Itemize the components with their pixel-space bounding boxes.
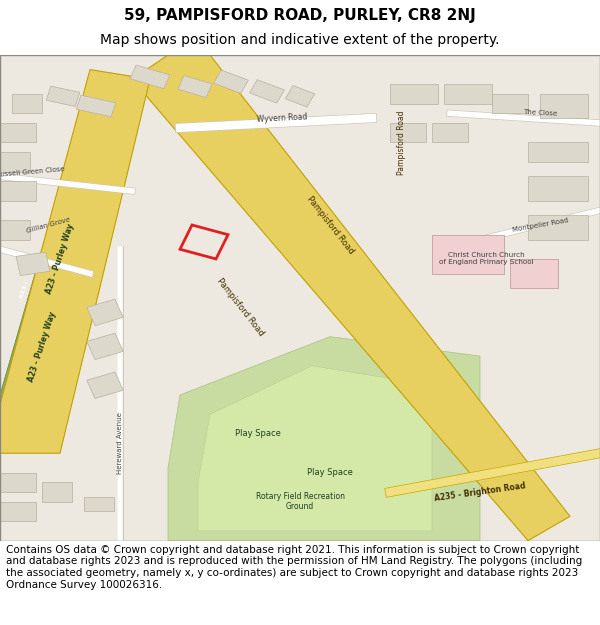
Polygon shape <box>168 337 480 541</box>
Bar <box>178 76 212 98</box>
Text: 59, PAMPISFORD ROAD, PURLEY, CR8 2NJ: 59, PAMPISFORD ROAD, PURLEY, CR8 2NJ <box>124 8 476 23</box>
Text: Montpelier Road: Montpelier Road <box>512 217 568 233</box>
Text: Contains OS data © Crown copyright and database right 2021. This information is : Contains OS data © Crown copyright and d… <box>6 545 582 589</box>
Bar <box>286 86 314 107</box>
Polygon shape <box>0 69 150 453</box>
Text: Russell Green Close: Russell Green Close <box>0 166 65 177</box>
Bar <box>0 472 36 492</box>
Bar <box>42 482 72 502</box>
Bar <box>432 234 504 274</box>
Bar <box>76 95 116 117</box>
Bar <box>130 65 170 89</box>
Text: The Close: The Close <box>523 109 557 117</box>
Bar <box>87 299 123 326</box>
Bar <box>432 123 468 142</box>
Bar <box>87 372 123 399</box>
Text: Rotary Field Recreation
Ground: Rotary Field Recreation Ground <box>256 492 344 511</box>
Polygon shape <box>0 94 132 444</box>
Text: Hereward Avenue: Hereward Avenue <box>117 412 123 474</box>
Bar <box>390 84 438 104</box>
Bar <box>46 86 80 106</box>
Bar <box>87 333 123 359</box>
Bar <box>0 181 36 201</box>
Bar <box>0 502 36 521</box>
Text: A23 -: A23 - <box>19 280 29 299</box>
Text: Wyvern Road: Wyvern Road <box>256 112 308 124</box>
Polygon shape <box>132 55 570 541</box>
Bar <box>540 94 588 118</box>
Bar <box>214 70 248 94</box>
Bar <box>250 80 284 103</box>
Text: Pampisford Road: Pampisford Road <box>398 110 407 174</box>
Text: A23 - Purley Way: A23 - Purley Way <box>26 310 58 382</box>
Text: Pampisford Road: Pampisford Road <box>215 277 265 338</box>
Text: A235 - Brighton Road: A235 - Brighton Road <box>434 481 526 503</box>
Bar <box>492 94 528 113</box>
Bar <box>16 252 50 276</box>
Text: Gillian Grove: Gillian Grove <box>25 216 71 234</box>
Text: Play Space: Play Space <box>307 468 353 477</box>
Text: Christ Church Church
of England Primary School: Christ Church Church of England Primary … <box>439 253 533 266</box>
Bar <box>528 176 588 201</box>
Text: A23 - Purley Way: A23 - Purley Way <box>44 222 76 295</box>
Text: Map shows position and indicative extent of the property.: Map shows position and indicative extent… <box>100 32 500 47</box>
Bar <box>0 152 30 171</box>
Polygon shape <box>12 99 120 434</box>
Bar <box>0 123 36 142</box>
Polygon shape <box>198 366 432 531</box>
Bar <box>528 142 588 162</box>
Bar <box>528 215 588 239</box>
Text: Pampisford Road: Pampisford Road <box>305 194 355 256</box>
Bar <box>0 220 30 239</box>
Bar <box>12 94 42 113</box>
Bar <box>84 497 114 511</box>
Text: Play Space: Play Space <box>235 429 281 438</box>
Bar <box>444 84 492 104</box>
Bar <box>510 259 558 288</box>
Bar <box>390 123 426 142</box>
